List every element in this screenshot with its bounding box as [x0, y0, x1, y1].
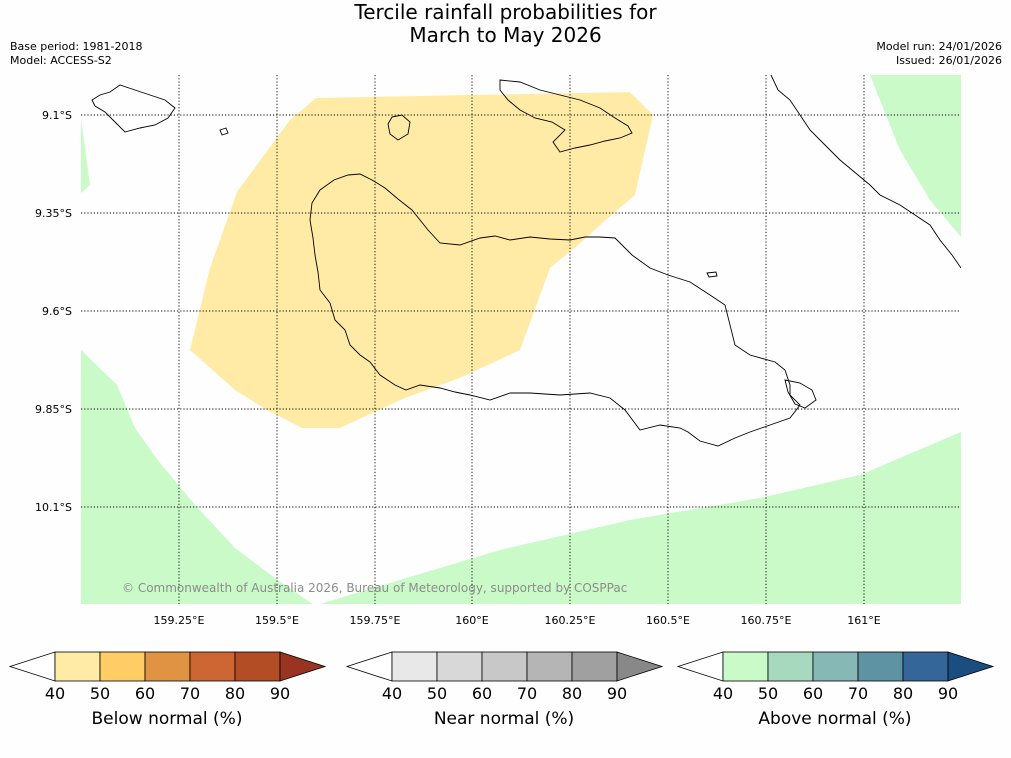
- colorbar-segment: [436, 651, 483, 682]
- colorbar-tick-label: 90: [607, 684, 627, 703]
- copyright-text: © Commonwealth of Australia 2026, Bureau…: [122, 581, 627, 595]
- above-normal-region-northeast: [870, 75, 961, 237]
- longitude-labels: 159.25°E 159.5°E 159.75°E 160°E 160.25°E…: [154, 614, 881, 627]
- lon-label: 159.75°E: [350, 614, 401, 627]
- issued-text: Issued: 26/01/2026: [895, 54, 1002, 67]
- colorbar-near-normal: 40 50 60 70 80 90: [345, 651, 664, 703]
- below-normal-region: [190, 92, 653, 428]
- lon-label: 159.5°E: [255, 614, 299, 627]
- model-run-text: Model run: 24/01/2026: [876, 40, 1002, 53]
- colorbar-segment: [526, 651, 573, 682]
- lat-label: 9.85°S: [35, 403, 72, 416]
- meta-right: Model run: 24/01/2026 Issued: 26/01/2026: [876, 40, 1002, 68]
- coastline-savo: [387, 114, 411, 141]
- lon-label: 161°E: [847, 614, 880, 627]
- above-normal-region-southwest: [81, 350, 312, 604]
- title-line-1: Tercile rainfall probabilities for: [354, 0, 657, 24]
- colorbar-arrow-high: [279, 651, 327, 682]
- colorbar-title-near: Near normal (%): [433, 709, 575, 729]
- colorbar-title-below: Below normal (%): [91, 709, 243, 729]
- colorbar-arrow-low: [345, 651, 393, 682]
- lon-label: 160.75°E: [741, 614, 792, 627]
- coastline-small-islet: [706, 271, 718, 278]
- lon-label: 159.25°E: [154, 614, 205, 627]
- colorbar-arrow-low: [676, 651, 724, 682]
- colorbar-segment: [144, 651, 191, 682]
- colorbar-tick-label: 70: [848, 684, 868, 703]
- colorbar-tick-label: 70: [517, 684, 537, 703]
- colorbar-arrow-high: [616, 651, 664, 682]
- lon-label: 160.5°E: [646, 614, 690, 627]
- colorbar-segment: [54, 651, 101, 682]
- colorbar-tick-label: 60: [803, 684, 823, 703]
- colorbar-tick-label: 50: [427, 684, 447, 703]
- base-period-text: Base period: 1981-2018: [10, 40, 143, 53]
- coastline-east-bay: [784, 379, 817, 409]
- colorbar-segment: [722, 651, 769, 682]
- coastline-nw-islands: [91, 84, 176, 133]
- colorbar-segment: [234, 651, 281, 682]
- model-text: Model: ACCESS-S2: [10, 54, 112, 67]
- colorbar-tick-label: 40: [713, 684, 733, 703]
- colorbar-segment: [189, 651, 236, 682]
- colorbar-below-normal: 40 50 60 70 80 90: [8, 651, 327, 703]
- colorbar-title-above: Above normal (%): [758, 709, 912, 729]
- lon-label: 160.25°E: [545, 614, 596, 627]
- colorbar-tick-label: 60: [135, 684, 155, 703]
- gridlines: [81, 75, 961, 604]
- coastline-nw-islet: [219, 127, 229, 136]
- title-line-2: March to May 2026: [409, 23, 602, 47]
- colorbar-tick-label: 80: [893, 684, 913, 703]
- colorbar-tick-label: 50: [758, 684, 778, 703]
- colorbar-segment: [857, 651, 904, 682]
- colorbar-tick-label: 90: [938, 684, 958, 703]
- lat-label: 9.6°S: [42, 305, 72, 318]
- above-normal-region-northwest: [81, 118, 90, 193]
- above-normal-region-south: [320, 432, 961, 604]
- colorbar-segment: [767, 651, 814, 682]
- colorbar-tick-label: 50: [90, 684, 110, 703]
- colorbar-tick-label: 70: [180, 684, 200, 703]
- colorbar-arrow-low: [8, 651, 56, 682]
- lat-label: 9.35°S: [35, 207, 72, 220]
- latitude-labels: 9.1°S 9.35°S 9.6°S 9.85°S 10.1°S: [35, 109, 72, 514]
- coastline-guadalcanal: [309, 173, 801, 447]
- colorbar-above-normal: 40 50 60 70 80 90: [676, 651, 995, 703]
- coastline-ne-malaita: [770, 75, 961, 269]
- colorbar-tick-label: 40: [382, 684, 402, 703]
- colorbar-segment: [571, 651, 618, 682]
- lat-label: 9.1°S: [42, 109, 72, 122]
- colorbar-tick-label: 40: [45, 684, 65, 703]
- colorbar-arrow-high: [947, 651, 995, 682]
- lon-label: 160°E: [455, 614, 488, 627]
- meta-left: Base period: 1981-2018 Model: ACCESS-S2: [10, 40, 142, 68]
- map-area: © Commonwealth of Australia 2026, Bureau…: [81, 75, 961, 604]
- colorbar-segment: [902, 651, 949, 682]
- colorbar-tick-label: 80: [225, 684, 245, 703]
- colorbar-tick-label: 80: [562, 684, 582, 703]
- colorbar-tick-label: 60: [472, 684, 492, 703]
- colorbar-segment: [481, 651, 528, 682]
- colorbar-segment: [99, 651, 146, 682]
- colorbar-segment: [391, 651, 438, 682]
- lat-label: 10.1°S: [35, 501, 72, 514]
- colorbar-segment: [812, 651, 859, 682]
- colorbar-tick-label: 90: [270, 684, 290, 703]
